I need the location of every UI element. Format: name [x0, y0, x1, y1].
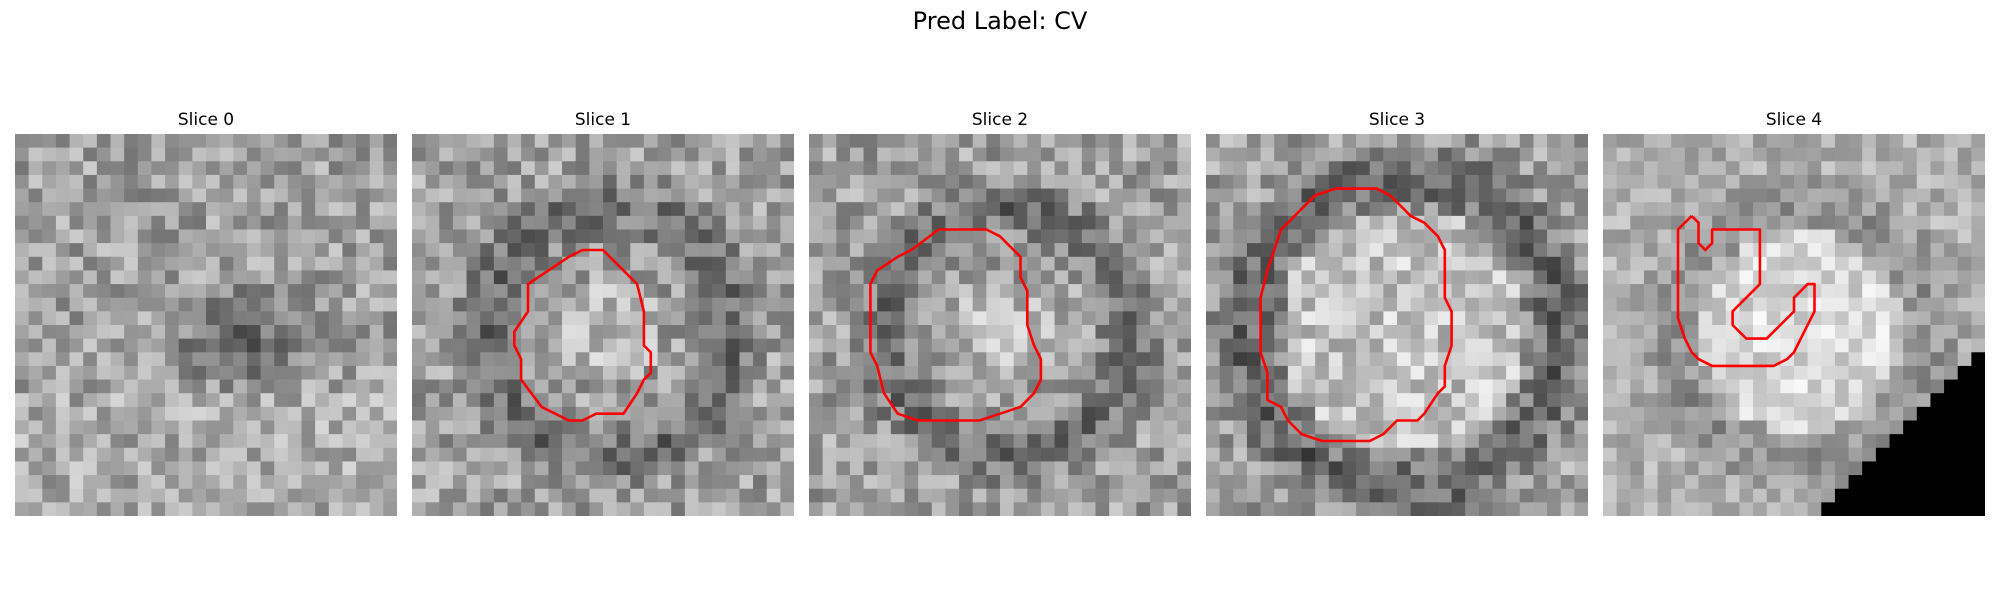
slice-title: Slice 3: [1206, 108, 1588, 132]
slice-pixel-grid: [412, 134, 794, 516]
slice-title: Slice 0: [15, 108, 397, 132]
slice-title: Slice 2: [809, 108, 1191, 132]
slice-image: [15, 134, 397, 516]
slice-image: [412, 134, 794, 516]
slice-title: Slice 1: [412, 108, 794, 132]
slice-pixel-grid: [809, 134, 1191, 516]
slice-title: Slice 4: [1603, 108, 1985, 132]
slice-image: [809, 134, 1191, 516]
figure-title: Pred Label: CV: [0, 7, 2000, 35]
slice-image: [1603, 134, 1985, 516]
slice-panel: Slice 1: [412, 108, 794, 132]
slice-pixel-grid: [1206, 134, 1588, 516]
slice-pixel-grid: [15, 134, 397, 516]
slice-panel: Slice 4: [1603, 108, 1985, 132]
slice-panel: Slice 0: [15, 108, 397, 132]
slice-panel: Slice 2: [809, 108, 1191, 132]
slice-pixel-grid: [1603, 134, 1985, 516]
slice-image: [1206, 134, 1588, 516]
slice-panel: Slice 3: [1206, 108, 1588, 132]
